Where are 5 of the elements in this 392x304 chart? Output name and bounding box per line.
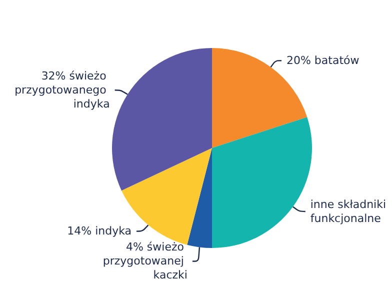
slice-label: 32% świeżo przygotowanego indyka — [14, 70, 110, 111]
slice-label: inne składniki funkcjonalne — [310, 198, 390, 225]
slice-label: 14% indyka — [67, 224, 132, 238]
slice-label: 4% świeżo przygotowanej kaczki — [102, 240, 188, 282]
slice-label: 20% batatów — [286, 54, 360, 68]
